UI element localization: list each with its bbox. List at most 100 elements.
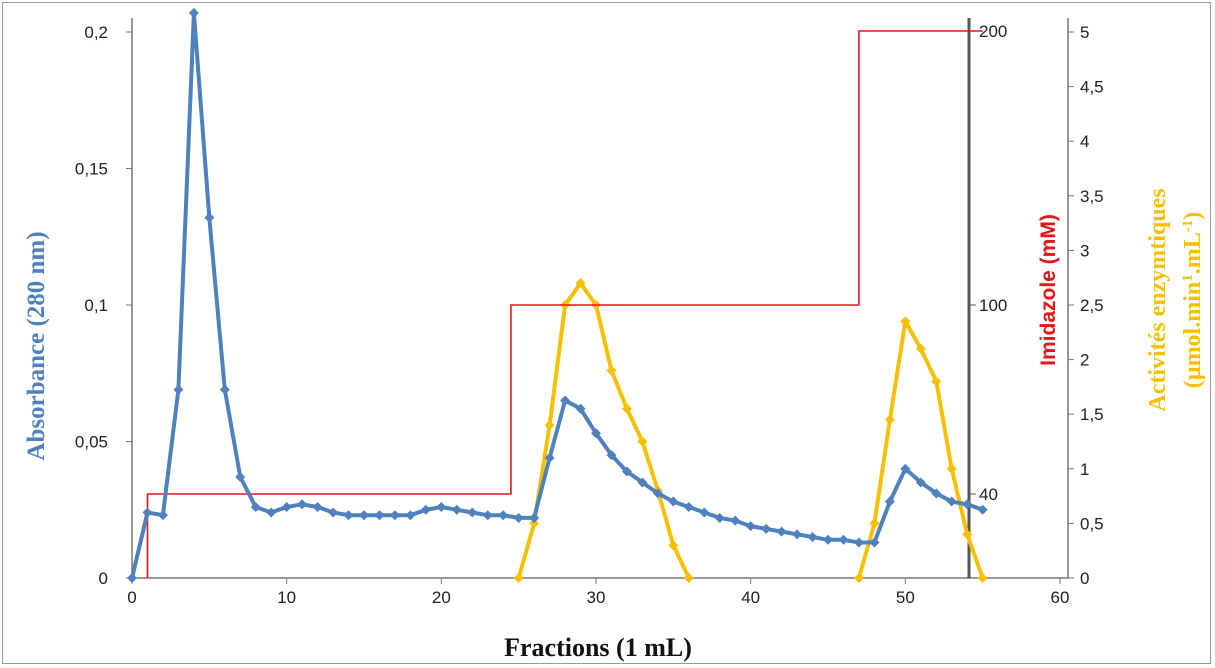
absorbance-point bbox=[900, 463, 911, 474]
activity-axis-label-line2: (µmol.min1.mL-1) bbox=[1180, 212, 1206, 389]
activity-point bbox=[606, 365, 617, 376]
absorbance-point bbox=[745, 521, 756, 532]
activity-point bbox=[683, 573, 694, 583]
absorbance-point bbox=[946, 496, 957, 507]
absorbance-point bbox=[142, 507, 153, 518]
activity-point bbox=[668, 540, 679, 551]
activity-point bbox=[513, 573, 524, 583]
absorbance-point bbox=[823, 534, 833, 545]
absorbance-point bbox=[374, 510, 385, 521]
absorbance-point bbox=[188, 7, 199, 18]
activity-tick-label: 3,5 bbox=[1080, 187, 1104, 206]
activity-point bbox=[962, 529, 973, 540]
absorbance-point bbox=[312, 502, 323, 513]
absorbance-point bbox=[235, 471, 246, 482]
absorbance-point bbox=[838, 534, 849, 545]
absorbance-tick-label: 0,2 bbox=[84, 23, 108, 42]
activity-point bbox=[621, 403, 632, 414]
activity-axis-label-line1: Activités enzymtiques bbox=[1145, 188, 1171, 411]
absorbance-point bbox=[931, 488, 942, 499]
absorbance-point bbox=[127, 573, 137, 583]
absorbance-point bbox=[451, 504, 462, 515]
activity-point bbox=[946, 463, 957, 474]
absorbance-point bbox=[869, 537, 880, 548]
absorbance-point bbox=[915, 477, 926, 488]
absorbance-point bbox=[328, 507, 339, 518]
absorbance-point bbox=[560, 395, 571, 406]
activity-point bbox=[931, 376, 942, 387]
activity-series-line bbox=[516, 281, 691, 579]
activity-tick-label: 4 bbox=[1080, 132, 1089, 151]
absorbance-point bbox=[853, 537, 864, 548]
absorbance-point bbox=[250, 502, 261, 513]
activity-point bbox=[900, 316, 911, 327]
activity-point bbox=[575, 278, 586, 289]
absorbance-point bbox=[730, 515, 741, 526]
absorbance-point bbox=[792, 529, 803, 540]
activity-point bbox=[544, 420, 555, 431]
x-tick-label: 10 bbox=[277, 588, 296, 607]
activity-point bbox=[977, 573, 988, 583]
x-tick-label: 0 bbox=[127, 588, 136, 607]
activity-point bbox=[884, 414, 895, 425]
absorbance-point bbox=[266, 507, 277, 518]
absorbance-point bbox=[281, 502, 292, 513]
imidazole-tick-label: 40 bbox=[979, 485, 998, 504]
absorbance-point bbox=[637, 477, 648, 488]
absorbance-point bbox=[776, 526, 787, 537]
absorbance-point bbox=[498, 510, 509, 521]
absorbance-point bbox=[652, 488, 663, 499]
x-tick-label: 50 bbox=[896, 588, 915, 607]
absorbance-tick-label: 0,15 bbox=[75, 160, 108, 179]
absorbance-point bbox=[204, 212, 215, 223]
x-axis-label: Fractions (1 mL) bbox=[504, 633, 692, 662]
activity-tick-label: 3 bbox=[1080, 241, 1089, 260]
activity-point bbox=[529, 518, 540, 529]
activity-point bbox=[853, 573, 864, 583]
absorbance-point bbox=[173, 384, 184, 395]
absorbance-point bbox=[699, 507, 710, 518]
absorbance-point bbox=[591, 428, 601, 439]
absorbance-point bbox=[529, 512, 540, 523]
absorbance-point bbox=[359, 510, 369, 521]
absorbance-point bbox=[436, 502, 447, 513]
activity-tick-label: 5 bbox=[1080, 23, 1089, 42]
absorbance-point bbox=[683, 502, 694, 513]
absorbance-axis-label: Absorbance (280 nm) bbox=[23, 231, 50, 460]
absorbance-point bbox=[714, 512, 725, 523]
absorbance-tick-label: 0 bbox=[99, 569, 108, 588]
absorbance-point bbox=[606, 450, 617, 461]
activity-tick-label: 1 bbox=[1080, 460, 1089, 479]
absorbance-point bbox=[977, 504, 988, 515]
x-tick-label: 30 bbox=[587, 588, 606, 607]
imidazole-tick-label: 200 bbox=[979, 22, 1007, 41]
absorbance-tick-label: 0,1 bbox=[84, 296, 108, 315]
activity-tick-label: 2,5 bbox=[1080, 296, 1104, 315]
absorbance-point bbox=[807, 532, 818, 543]
activity-tick-label: 0 bbox=[1080, 569, 1089, 588]
activity-point bbox=[869, 518, 880, 529]
imidazole-axis-label: Imidazole (mM) bbox=[1037, 214, 1060, 366]
absorbance-point bbox=[219, 384, 230, 395]
absorbance-point bbox=[467, 507, 478, 518]
activity-tick-label: 2 bbox=[1080, 351, 1089, 370]
imidazole-tick-label: 100 bbox=[979, 296, 1007, 315]
activity-tick-label: 1,5 bbox=[1080, 405, 1104, 424]
x-tick-label: 60 bbox=[1051, 588, 1070, 607]
activity-point bbox=[637, 436, 648, 447]
absorbance-point bbox=[157, 510, 168, 521]
absorbance-point bbox=[621, 466, 632, 477]
absorbance-point bbox=[482, 510, 493, 521]
activity-point bbox=[915, 343, 926, 354]
absorbance-tick-label: 0,05 bbox=[75, 433, 108, 452]
activity-tick-label: 0,5 bbox=[1080, 514, 1104, 533]
absorbance-point bbox=[761, 523, 772, 534]
x-tick-label: 20 bbox=[432, 588, 451, 607]
absorbance-point bbox=[575, 403, 586, 414]
absorbance-point bbox=[343, 510, 354, 521]
absorbance-point bbox=[668, 496, 679, 507]
absorbance-point bbox=[405, 510, 416, 521]
absorbance-point bbox=[297, 499, 308, 510]
